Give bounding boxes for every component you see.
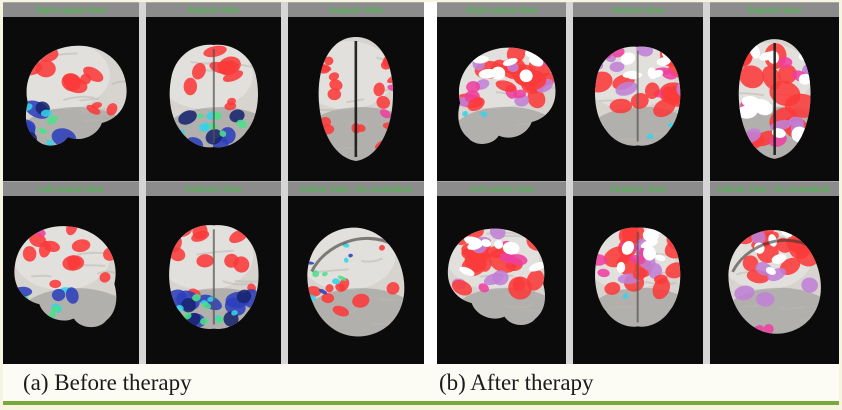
view-header: Right Lateral View (3, 2, 139, 17)
brain-3d-surface (719, 219, 833, 345)
view-label: Inferior View - No cerebellum (718, 184, 831, 194)
brain-render (3, 196, 139, 364)
caption-after: (b) After therapy (439, 369, 594, 395)
view-header: Anterior View (145, 2, 282, 17)
brain-view-cell: Inferior View - No cerebellum (288, 181, 424, 364)
brain-view-cell: Inferior View - No cerebellum (709, 181, 839, 364)
panel-after-therapy: Right Lateral View Anterior View Superio… (437, 2, 839, 364)
panel-before-therapy: Right Lateral View Anterior View Superio… (3, 2, 424, 364)
view-label: Superior View (329, 5, 384, 15)
view-header: Superior View (288, 2, 424, 17)
brain-view-cell: Posterior View (145, 181, 282, 364)
brain-render (288, 196, 424, 364)
brain-render (573, 196, 703, 364)
brain-view-cell: Anterior View (145, 2, 282, 181)
view-label: Left Lateral View (38, 184, 104, 194)
brain-view-cell: Superior View (288, 2, 424, 181)
view-label: Anterior View (187, 5, 240, 15)
brain-view-cell: Left Lateral View (437, 181, 567, 364)
brain-3d-surface (595, 46, 681, 146)
brain-render (709, 17, 839, 181)
brain-3d-surface (318, 37, 394, 161)
view-header: Inferior View - No cerebellum (288, 181, 424, 196)
panels-row: Right Lateral View Anterior View Superio… (3, 2, 839, 364)
view-label: Posterior View (609, 184, 667, 194)
caption-strip: (a) Before therapy (b) After therapy (3, 364, 839, 401)
brain-3d-surface (738, 39, 811, 159)
panel-divider (424, 2, 437, 364)
brain-render (145, 196, 282, 364)
brain-view-cell: Right Lateral View (437, 2, 567, 181)
view-label: Left Lateral View (469, 184, 535, 194)
brain-render (437, 196, 567, 364)
brain-view-cell: Left Lateral View (3, 181, 139, 364)
brain-3d-surface (25, 45, 127, 146)
brain-view-cell: Posterior View (573, 181, 703, 364)
view-header: Left Lateral View (437, 181, 567, 196)
brain-view-cell: Right Lateral View (3, 2, 139, 181)
brain-view-cell: Anterior View (573, 2, 703, 181)
view-header: Superior View (709, 2, 839, 17)
brain-3d-surface (169, 44, 258, 148)
view-header: Right Lateral View (437, 2, 567, 17)
brain-render (145, 17, 282, 181)
view-label: Inferior View - No cerebellum (299, 184, 413, 194)
brain-render (709, 196, 839, 364)
view-label: Anterior View (612, 5, 664, 15)
brain-3d-surface (447, 228, 546, 325)
view-header: Left Lateral View (3, 181, 139, 196)
brain-render (437, 17, 567, 181)
brain-3d-surface (168, 225, 259, 329)
brain-3d-surface (458, 47, 556, 144)
caption-before: (a) Before therapy (23, 369, 192, 395)
brain-render (573, 17, 703, 181)
view-label: Right Lateral View (35, 5, 107, 15)
brain-3d-surface (14, 226, 117, 328)
view-label: Right Lateral View (466, 5, 537, 15)
view-header: Posterior View (145, 181, 282, 196)
brain-3d-surface (595, 227, 681, 327)
view-header: Posterior View (573, 181, 703, 196)
brain-render (3, 17, 139, 181)
view-label: Superior View (747, 5, 802, 15)
view-header: Inferior View - No cerebellum (709, 181, 839, 196)
view-label: Posterior View (185, 184, 242, 194)
figure-bottom-rule (3, 401, 839, 405)
brain-view-cell: Superior View (709, 2, 839, 181)
brain-3d-surface (298, 221, 417, 348)
brain-render (288, 17, 424, 181)
view-header: Anterior View (573, 2, 703, 17)
